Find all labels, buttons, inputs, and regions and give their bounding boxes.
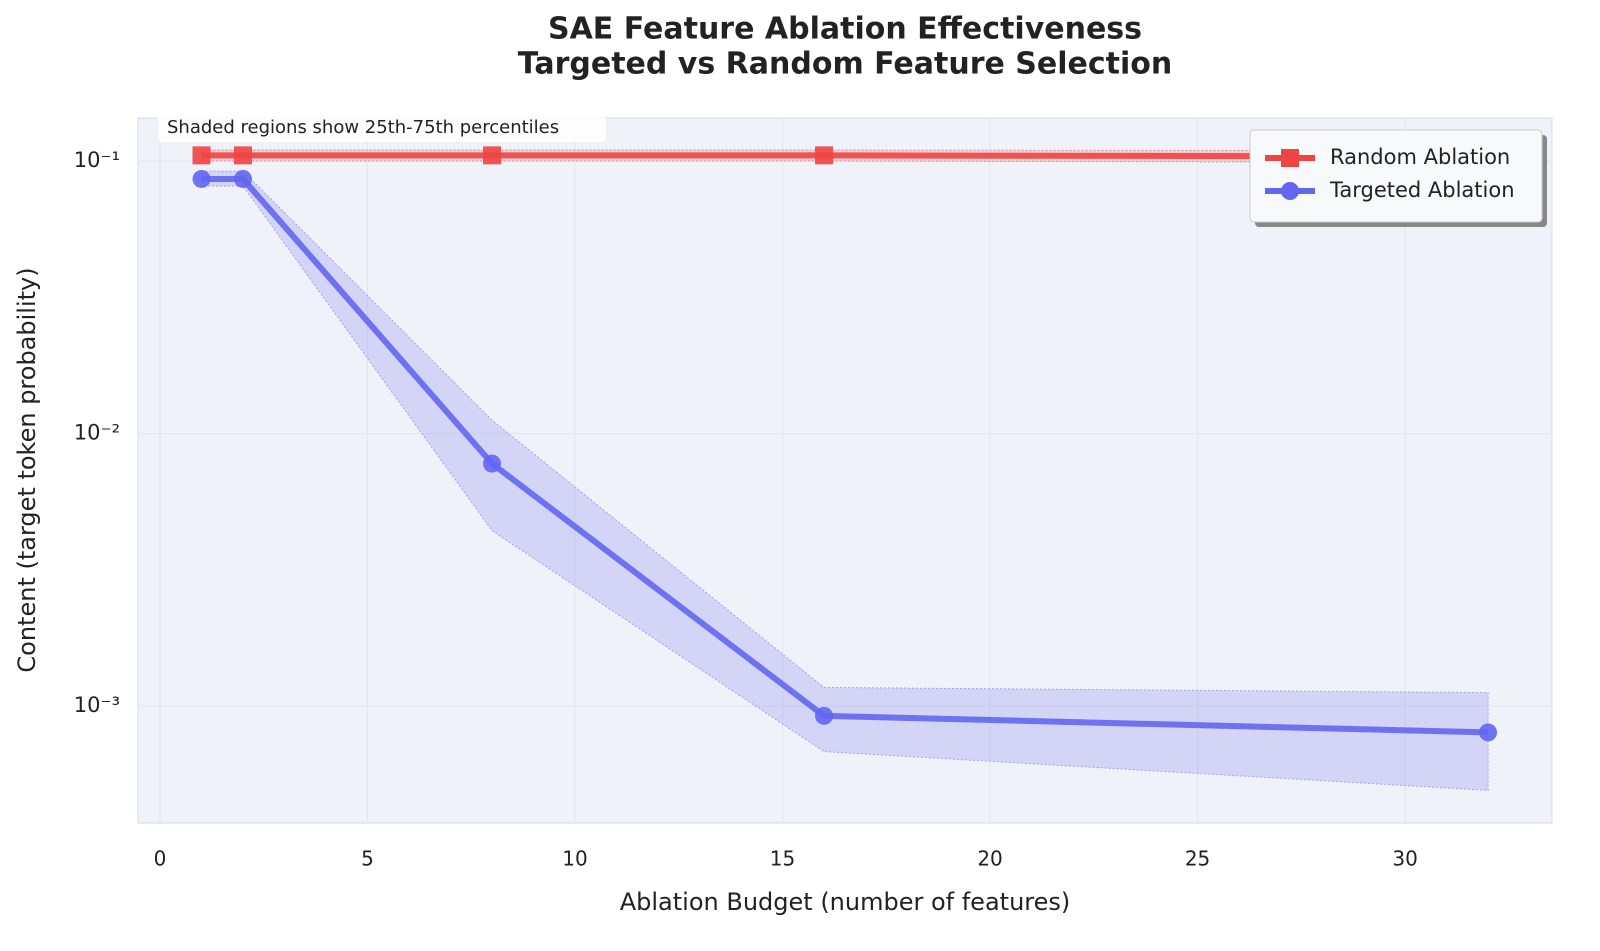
marker xyxy=(815,706,834,725)
y-axis-label: Content (target token probability) xyxy=(13,267,41,672)
chart-subtitle: Targeted vs Random Feature Selection xyxy=(518,47,1173,82)
legend xyxy=(1249,129,1543,223)
marker xyxy=(192,169,211,188)
y-tick-label: 10⁻² xyxy=(74,421,120,445)
x-tick-label: 5 xyxy=(361,847,374,871)
x-tick-label: 25 xyxy=(1185,847,1210,871)
annotation: Shaded regions show 25th-75th percentile… xyxy=(167,117,559,138)
legend-marker xyxy=(1281,182,1299,200)
x-tick-label: 30 xyxy=(1392,847,1417,871)
marker xyxy=(483,454,502,473)
x-tick-label: 20 xyxy=(977,847,1002,871)
legend-marker xyxy=(1281,149,1299,167)
marker xyxy=(815,146,834,165)
chart-title: SAE Feature Ablation Effectiveness xyxy=(548,12,1142,47)
annotation-box xyxy=(158,114,606,142)
marker xyxy=(1479,723,1498,742)
marker xyxy=(234,169,253,188)
x-tick-label: 10 xyxy=(562,847,587,871)
y-tick-label: 10⁻¹ xyxy=(74,148,120,172)
marker xyxy=(192,146,211,165)
marker xyxy=(234,146,253,165)
plot-area xyxy=(137,117,1553,824)
legend-label: Targeted Ablation xyxy=(1329,178,1515,202)
x-tick-label: 15 xyxy=(770,847,795,871)
marker xyxy=(483,146,502,165)
y-tick-label: 10⁻³ xyxy=(74,693,120,717)
legend-label: Random Ablation xyxy=(1330,145,1510,169)
x-tick-label: 0 xyxy=(154,847,167,871)
x-axis-label: Ablation Budget (number of features) xyxy=(620,888,1071,916)
